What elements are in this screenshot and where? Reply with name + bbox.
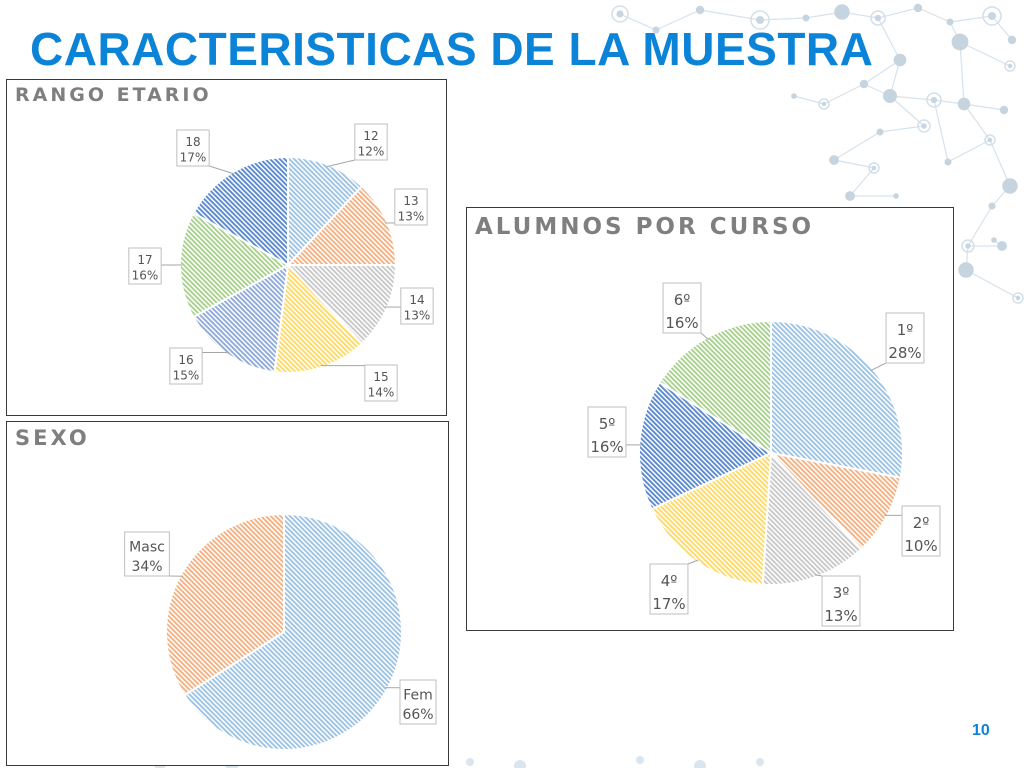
callout-box-course-1 xyxy=(885,312,925,364)
pie-slice-age-1 xyxy=(287,155,364,268)
data-label-category-course-6: 6º xyxy=(674,291,691,309)
callout-box-sex-2 xyxy=(124,531,170,577)
pie-slice-course-6 xyxy=(658,319,772,455)
data-label-category-sex-2: Masc xyxy=(129,539,165,555)
course-chart-panel: ALUMNOS POR CURSO 1º 28% 2º 10% 3º 13% 4º 17% 5º… xyxy=(466,207,954,631)
data-label-category-age-6: 17 xyxy=(137,253,152,267)
course-pie-chart: 1º 28% 2º 10% 3º 13% 4º 17% 5º 16% 6º 16% xyxy=(587,282,941,627)
callout-box-course-4 xyxy=(649,563,689,615)
data-label-category-sex-1: Fem xyxy=(403,687,433,703)
data-label-value-sex-2: 34% xyxy=(131,559,162,575)
data-label-value-age-7: 17% xyxy=(180,150,207,164)
data-label-value-age-6: 16% xyxy=(132,268,159,282)
callout-box-age-7 xyxy=(176,129,210,167)
callout-box-sex-1 xyxy=(399,679,437,725)
callout-box-age-3 xyxy=(400,287,434,325)
data-label-value-age-3: 13% xyxy=(404,308,431,322)
data-label-value-course-1: 28% xyxy=(888,344,921,362)
data-label-category-age-4: 15 xyxy=(373,370,388,384)
callout-box-age-6 xyxy=(128,247,162,285)
data-label-category-age-1: 12 xyxy=(363,129,378,143)
pie-slice-sex-2 xyxy=(165,512,285,697)
pie-slice-course-3 xyxy=(761,450,863,586)
data-label-value-course-3: 13% xyxy=(824,607,857,625)
data-label-value-course-6: 16% xyxy=(665,314,698,332)
data-label-category-age-2: 13 xyxy=(403,194,418,208)
data-label-value-course-4: 17% xyxy=(652,595,685,613)
data-label-category-age-7: 18 xyxy=(185,135,200,149)
data-label-value-age-2: 13% xyxy=(398,209,425,223)
data-label-value-age-5: 15% xyxy=(173,368,200,382)
pie-slice-age-3 xyxy=(285,264,398,346)
data-label-value-age-4: 14% xyxy=(368,385,395,399)
sex-chart-title: SEXO xyxy=(15,426,90,450)
callout-box-course-6 xyxy=(662,282,702,334)
data-label-value-course-2: 10% xyxy=(904,537,937,555)
data-label-category-age-5: 16 xyxy=(178,353,193,367)
data-label-value-sex-1: 66% xyxy=(402,707,433,723)
callout-leader-course-1 xyxy=(870,362,887,371)
data-label-value-course-5: 16% xyxy=(590,438,623,456)
data-label-category-course-3: 3º xyxy=(833,584,850,602)
callout-box-age-2 xyxy=(394,188,428,226)
age-range-chart-panel: RANGO ETARIO 12 12% 13 13% 14 13% 15 14% 16 15% 17… xyxy=(6,79,447,416)
data-label-category-course-5: 5º xyxy=(599,415,616,433)
callout-box-course-3 xyxy=(821,575,861,627)
age-range-chart-title: RANGO ETARIO xyxy=(15,84,212,106)
pie-slice-age-2 xyxy=(285,184,398,266)
pie-slice-age-7 xyxy=(192,155,289,267)
data-label-category-course-1: 1º xyxy=(897,321,914,339)
data-label-value-age-1: 12% xyxy=(358,144,385,158)
callout-box-age-5 xyxy=(169,347,203,385)
data-label-category-course-4: 4º xyxy=(661,572,678,590)
callout-leader-course-6 xyxy=(700,332,710,341)
callout-box-course-2 xyxy=(901,505,941,557)
callout-box-age-1 xyxy=(354,123,388,161)
callout-box-age-4 xyxy=(364,364,398,402)
pie-slice-age-4 xyxy=(273,262,364,374)
callout-leader-age-7 xyxy=(209,165,235,175)
pie-slice-course-1 xyxy=(770,319,904,479)
sex-pie-chart: Fem 66% Masc 34% xyxy=(124,512,437,751)
pie-slice-sex-1 xyxy=(182,512,403,751)
course-chart-title: ALUMNOS POR CURSO xyxy=(475,214,815,240)
pie-slice-course-2 xyxy=(768,451,902,551)
sex-chart-panel: SEXO Fem 66% Masc 34% xyxy=(6,421,449,766)
pie-slice-age-5 xyxy=(192,263,290,374)
pie-slice-course-4 xyxy=(650,451,773,586)
data-label-category-age-3: 14 xyxy=(409,293,424,307)
callout-leader-course-3 xyxy=(814,574,823,577)
slide-title: CARACTERISTICAS DE LA MUESTRA xyxy=(30,23,874,75)
callout-leader-age-1 xyxy=(326,159,355,168)
data-label-category-course-2: 2º xyxy=(913,514,930,532)
callout-leader-course-4 xyxy=(687,559,699,565)
page-number: 10 xyxy=(972,722,990,739)
callout-box-course-5 xyxy=(587,406,627,458)
